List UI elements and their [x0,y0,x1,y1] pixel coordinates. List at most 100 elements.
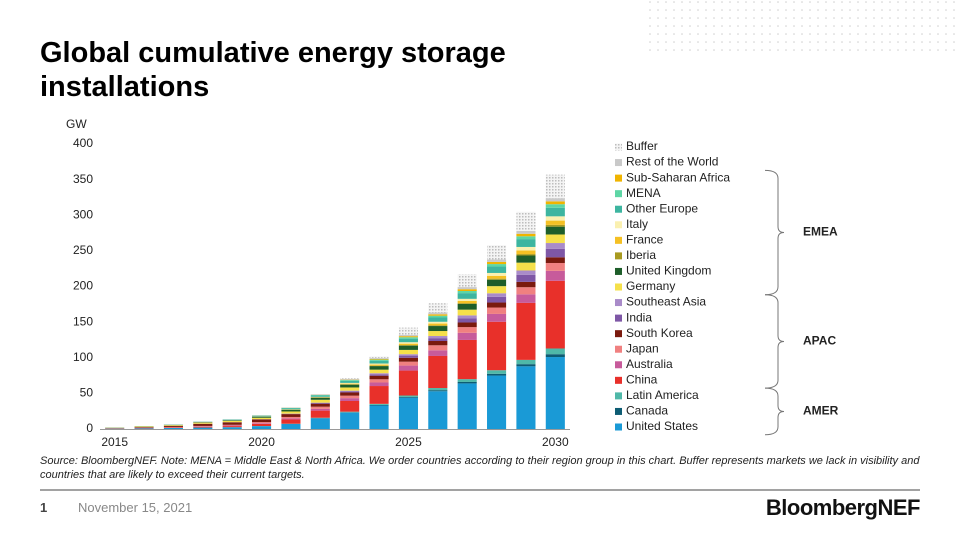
y-tick-label: 250 [73,243,93,257]
bar-segment [428,331,448,337]
bar-segment [369,382,389,387]
bar-segment [134,427,154,428]
legend-swatch [615,392,622,400]
bar-segment [428,312,448,315]
legend-swatch [615,376,622,384]
legend-label: Sub-Saharan Africa [626,170,730,184]
legend-swatch [615,252,622,260]
bar-segment [516,250,536,255]
bar-segment [457,274,477,288]
bar-segment [457,322,477,328]
bar-segment [369,369,389,374]
bar-segment [281,416,301,419]
bar-segment [222,427,242,429]
bar-segment [369,404,389,406]
bar-segment [516,364,536,367]
bar-segment [516,230,536,234]
bar-segment [310,418,330,429]
date: November 15, 2021 [78,500,193,515]
bar-segment [398,354,418,356]
bar-segment [457,318,477,323]
region-label: AMER [803,404,839,418]
bar-segment [281,411,301,414]
bar-segment [428,336,448,339]
bar-segment [222,425,242,427]
bar-segment [487,278,507,280]
region-bracket [764,294,785,389]
y-tick-label: 50 [80,386,94,400]
bar-segment [545,198,565,202]
legend-label: Canada [626,404,668,418]
y-tick-label: 100 [73,350,93,364]
bar-segment [487,286,507,294]
y-tick-label: 300 [73,207,93,221]
bar-segment [340,391,360,393]
legend-label: China [626,373,658,387]
y-tick-label: 400 [73,136,93,150]
bar-segment [516,359,536,365]
bar-segment [369,374,389,376]
bar-segment [487,296,507,303]
bar-segment [545,201,565,205]
legend-label: Iberia [626,248,656,262]
bar-segment [487,370,507,374]
bar-segment [398,342,418,344]
bar-segment [222,420,242,423]
bar-segment [340,380,360,383]
bar-segment [516,236,536,240]
bar-segment [428,317,448,322]
bar-segment [545,204,565,208]
bar-segment [398,357,418,362]
bar-segment [428,323,448,326]
legend-swatch [615,330,622,338]
bar-segment [545,280,565,349]
bar-segment [457,287,477,290]
bar-segment [487,264,507,267]
bar-segment [252,422,272,424]
legend-swatch [615,174,622,182]
legend-label: Japan [626,341,659,355]
bar-segment [281,419,301,424]
bar-segment [487,302,507,308]
bar-segment [252,423,272,427]
bar-segment [398,395,418,397]
decoration [648,0,960,56]
bar-segment [428,338,448,342]
y-tick-label: 150 [73,314,93,328]
bar-segment [252,423,272,424]
bar-segment [428,314,448,316]
bar-segment [457,327,477,333]
bar-segment [457,303,477,310]
legend-label: South Korea [626,326,693,340]
bar-segment [487,321,507,371]
y-tick-label: 350 [73,172,93,186]
legend-label: United Kingdom [626,264,711,278]
legend-swatch [615,143,622,151]
bar-segment [398,355,418,358]
bar-segment [163,427,183,429]
bar-segment [457,381,477,384]
bar-segment [310,397,330,400]
bar-segment [222,426,242,428]
legend-swatch [615,205,622,213]
bar-segment [369,364,389,366]
legend-label: Italy [626,217,648,231]
bar-segment [340,378,360,380]
bar-segment [516,233,536,237]
bar-segment [545,174,565,199]
bar-segment [428,321,448,324]
bar-segment [252,416,272,418]
legend-label: Germany [626,279,675,293]
bar-segment [545,243,565,249]
bar-segment [369,405,389,429]
bar-segment [428,326,448,332]
bar-segment [281,409,301,412]
bar-segment [340,382,360,384]
bar-segment [516,262,536,271]
legend-swatch [615,267,622,275]
bar-segment [369,386,389,404]
bar-segment [369,379,389,383]
bar-segment [545,248,565,258]
bar-segment [398,338,418,343]
bar-segment [545,207,565,217]
